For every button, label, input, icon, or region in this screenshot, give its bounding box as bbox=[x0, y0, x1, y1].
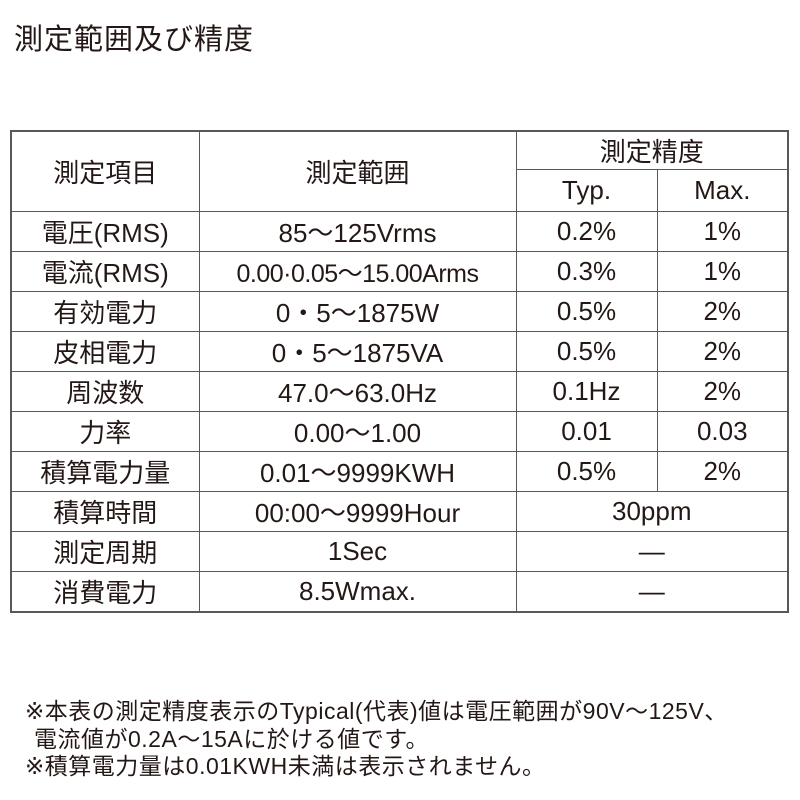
cell-max: 0.03 bbox=[656, 411, 789, 452]
header-row-1: 測定項目 測定範囲 測定精度 bbox=[10, 130, 789, 212]
cell-item: 電圧(RMS) bbox=[10, 211, 200, 252]
table-row-integrated-energy: 積算電力量 0.01〜9999KWH 0.5% 2% bbox=[10, 451, 789, 492]
footnote-line: ※本表の測定精度表示のTypical(代表)値は電圧範囲が90V〜125V、 bbox=[25, 698, 728, 724]
cell-typ: 0.01 bbox=[515, 411, 658, 452]
table-row-frequency: 周波数 47.0〜63.0Hz 0.1Hz 2% bbox=[10, 371, 789, 412]
cell-typ: 0.5% bbox=[515, 291, 658, 332]
cell-range: 0.00·0.05〜15.00Arms bbox=[198, 251, 517, 292]
cell-typ: 0.5% bbox=[515, 331, 658, 372]
table-row-power-factor: 力率 0.00〜1.00 0.01 0.03 bbox=[10, 411, 789, 452]
col-header-range: 測定範囲 bbox=[198, 130, 517, 212]
cell-item: 測定周期 bbox=[10, 531, 200, 572]
cell-item: 周波数 bbox=[10, 371, 200, 412]
footnote-line: ※積算電力量は0.01KWH未満は表示されません。 bbox=[25, 753, 546, 779]
cell-max: 2% bbox=[656, 451, 789, 492]
footnote-typical: ※本表の測定精度表示のTypical(代表)値は電圧範囲が90V〜125V、 電… bbox=[25, 698, 728, 753]
footnote-line: 電流値が0.2A〜15Aに於ける値です。 bbox=[34, 725, 429, 752]
cell-max: 2% bbox=[656, 291, 789, 332]
cell-range: 0.01〜9999KWH bbox=[198, 451, 517, 492]
cell-max: 1% bbox=[656, 211, 789, 252]
cell-item: 力率 bbox=[10, 411, 200, 452]
spec-table: 測定項目 測定範囲 測定精度 Typ. Max. 電圧(RMS) 85〜125V… bbox=[10, 130, 790, 613]
table-row-current: 電流(RMS) 0.00·0.05〜15.00Arms 0.3% 1% bbox=[10, 251, 789, 292]
cell-range: 0・5〜1875VA bbox=[198, 331, 517, 372]
cell-accuracy-merged: 30ppm bbox=[515, 491, 789, 532]
cell-typ: 0.2% bbox=[515, 211, 658, 252]
cell-range: 8.5Wmax. bbox=[198, 571, 517, 612]
footnote-kwh-display: ※積算電力量は0.01KWH未満は表示されません。 bbox=[25, 753, 728, 781]
cell-range: 0.00〜1.00 bbox=[198, 411, 517, 452]
cell-item: 積算時間 bbox=[10, 491, 200, 532]
cell-max: 1% bbox=[656, 251, 789, 292]
cell-range: 0・5〜1875W bbox=[198, 291, 517, 332]
cell-accuracy-merged: — bbox=[515, 531, 789, 572]
cell-range: 47.0〜63.0Hz bbox=[198, 371, 517, 412]
table-row-measurement-cycle: 測定周期 1Sec — bbox=[10, 531, 789, 572]
cell-item: 皮相電力 bbox=[10, 331, 200, 372]
header-row-2: Typ. Max. bbox=[11, 169, 789, 212]
cell-range: 85〜125Vrms bbox=[198, 211, 517, 252]
cell-typ: 0.5% bbox=[515, 451, 658, 492]
cell-item: 積算電力量 bbox=[10, 451, 200, 492]
cell-item: 消費電力 bbox=[10, 571, 200, 612]
col-header-accuracy: 測定精度 bbox=[515, 130, 789, 170]
cell-range: 1Sec bbox=[198, 531, 517, 572]
table-row-power-consumption: 消費電力 8.5Wmax. — bbox=[10, 571, 789, 612]
cell-max: 2% bbox=[656, 371, 789, 412]
footnotes: ※本表の測定精度表示のTypical(代表)値は電圧範囲が90V〜125V、 電… bbox=[25, 698, 728, 781]
cell-item: 有効電力 bbox=[10, 291, 200, 332]
col-header-max: Max. bbox=[656, 169, 789, 212]
table-row-apparent-power: 皮相電力 0・5〜1875VA 0.5% 2% bbox=[10, 331, 789, 372]
spec-table-header: 測定項目 測定範囲 測定精度 Typ. Max. bbox=[10, 130, 789, 212]
table-row-integrated-time: 積算時間 00:00〜9999Hour 30ppm bbox=[10, 491, 789, 532]
cell-typ: 0.3% bbox=[515, 251, 658, 292]
page-title: 測定範囲及び精度 bbox=[14, 24, 255, 56]
cell-max: 2% bbox=[656, 331, 789, 372]
table-row-active-power: 有効電力 0・5〜1875W 0.5% 2% bbox=[10, 291, 789, 332]
col-header-typ: Typ. bbox=[515, 169, 658, 212]
col-header-item: 測定項目 bbox=[10, 130, 200, 212]
cell-accuracy-merged: — bbox=[515, 571, 789, 612]
table-row-voltage: 電圧(RMS) 85〜125Vrms 0.2% 1% bbox=[10, 211, 789, 252]
cell-range: 00:00〜9999Hour bbox=[198, 491, 517, 532]
cell-item: 電流(RMS) bbox=[10, 251, 200, 292]
cell-typ: 0.1Hz bbox=[515, 371, 658, 412]
spec-table-body: 電圧(RMS) 85〜125Vrms 0.2% 1% 電流(RMS) 0.00·… bbox=[10, 211, 789, 612]
